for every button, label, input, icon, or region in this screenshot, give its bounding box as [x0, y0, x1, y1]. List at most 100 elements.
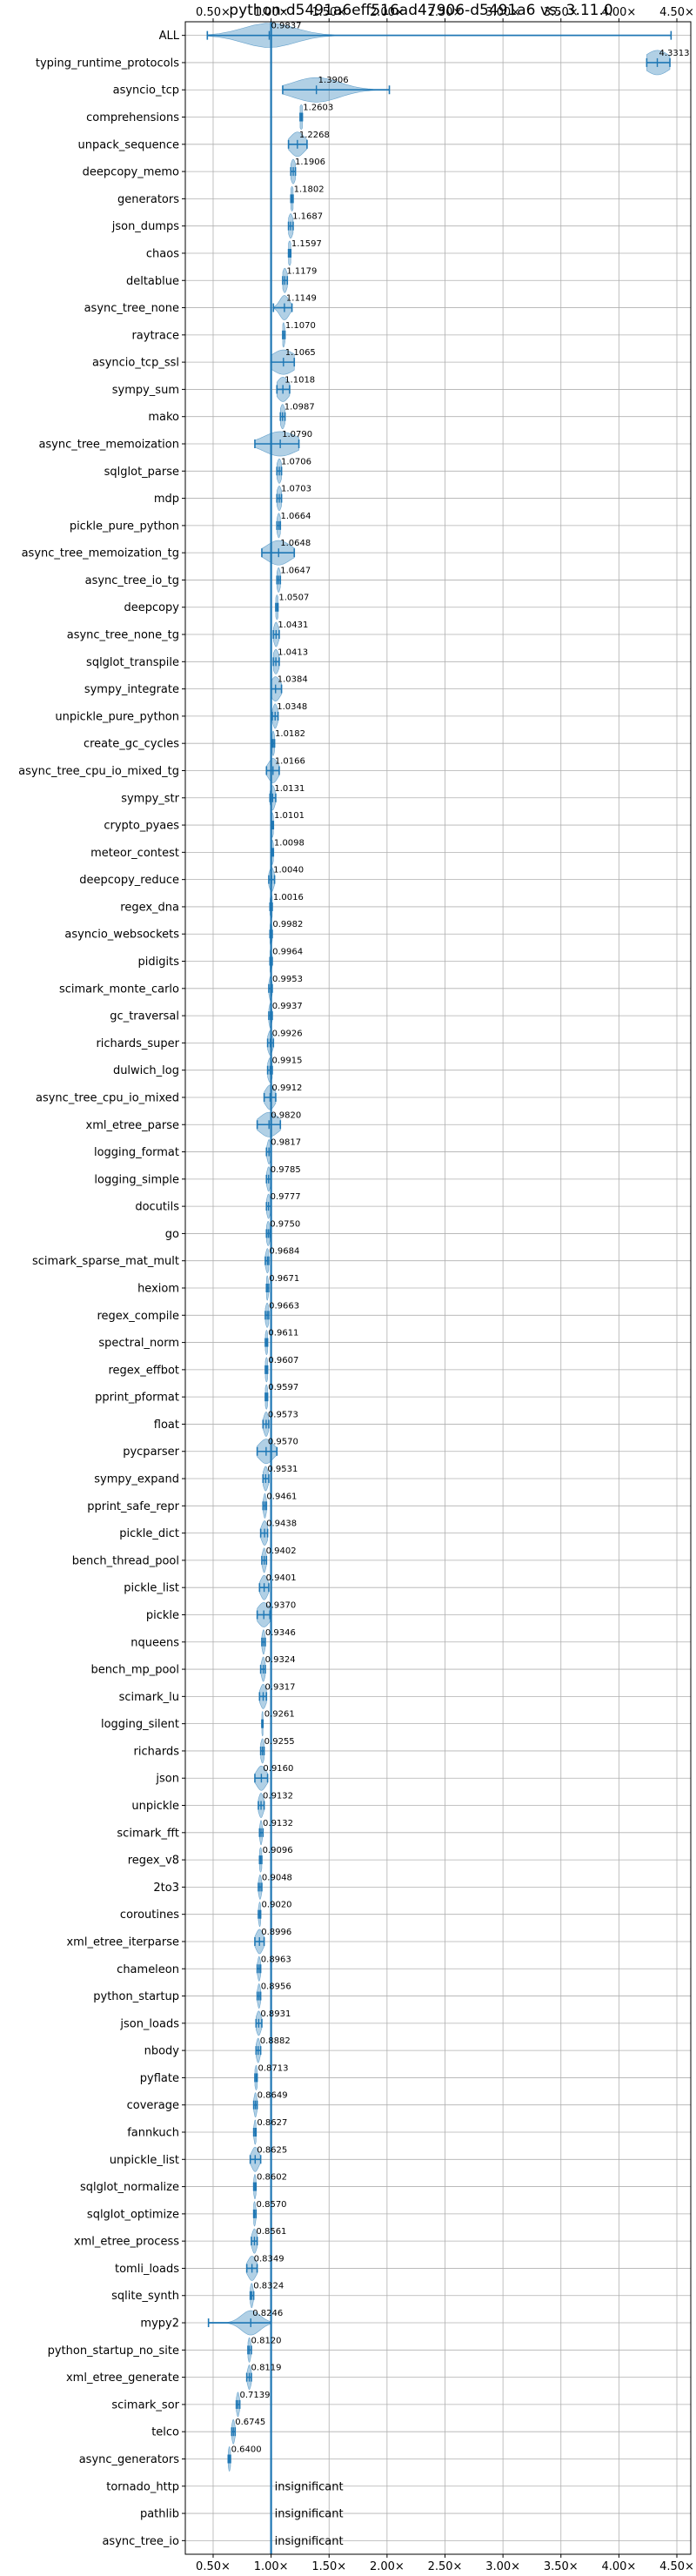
row-label: regex_effbot [108, 1364, 179, 1377]
row-label: gc_traversal [110, 1010, 179, 1023]
value-label: 0.9438 [266, 1519, 297, 1529]
row-label: scimark_sparse_mat_mult [32, 1255, 179, 1268]
row-label: sympy_sum [112, 384, 179, 397]
row-label: fannkuch [127, 2127, 179, 2140]
row-label: xml_etree_iterparse [66, 1935, 179, 1949]
row-label: meteor_contest [90, 847, 179, 860]
x-tick-label-top: 4.50× [659, 6, 694, 19]
row-label: scimark_monte_carlo [59, 983, 179, 996]
row-label: logging_silent [101, 1718, 179, 1731]
value-label: 0.9317 [265, 1682, 296, 1692]
value-label: 0.8561 [256, 2227, 286, 2237]
row-label: sqlglot_transpile [86, 656, 179, 669]
row-label: asyncio_tcp [113, 84, 179, 97]
value-label: 1.0413 [278, 647, 308, 657]
value-label: 1.1018 [284, 375, 315, 385]
row-label: xml_etree_parse [86, 1119, 179, 1132]
value-label: 0.9684 [269, 1247, 299, 1257]
row-label: nbody [144, 2045, 180, 2058]
value-label: 1.0040 [273, 866, 304, 875]
x-tick-label-top: 4.00× [601, 6, 636, 19]
row-label: bench_mp_pool [90, 1664, 179, 1677]
value-label: 0.9402 [266, 1546, 297, 1556]
row-label: pathlib [140, 2508, 179, 2521]
row-label: unpickle_list [110, 2154, 179, 2167]
x-tick-label-bottom: 1.00× [254, 2560, 289, 2573]
value-label: 0.8120 [251, 2336, 282, 2345]
row-label: comprehensions [86, 111, 179, 124]
value-label: 1.1597 [291, 239, 322, 249]
value-label: 0.9964 [272, 948, 303, 957]
row-label: go [165, 1228, 179, 1241]
value-label: 0.9982 [272, 920, 303, 929]
value-label: 0.8882 [260, 2036, 291, 2046]
value-label: 0.9573 [268, 1410, 298, 1419]
value-label: 1.0706 [281, 457, 311, 466]
x-tick-label-top: 0.50× [196, 6, 231, 19]
row-label: xml_etree_generate [66, 2371, 179, 2385]
value-label: 0.9048 [262, 1873, 292, 1882]
violin-layer [206, 23, 673, 2472]
value-label: 0.7139 [239, 2391, 270, 2400]
value-label: 0.6745 [235, 2418, 265, 2427]
value-label: 0.8963 [261, 1955, 291, 1964]
x-tick-label-top: 2.00× [370, 6, 405, 19]
row-label: pickle_pure_python [70, 520, 179, 533]
row-label: asyncio_websockets [64, 929, 179, 942]
value-label: 1.0098 [274, 838, 304, 848]
value-label: 0.9611 [268, 1329, 298, 1338]
row-label: logging_simple [94, 1173, 179, 1186]
row-label: mako [148, 411, 179, 424]
value-label: 0.9401 [266, 1573, 297, 1583]
row-label: json_loads [119, 2017, 179, 2030]
value-label: 1.0384 [278, 675, 308, 685]
row-label: pycparser [123, 1446, 179, 1459]
value-label: 0.9324 [265, 1655, 296, 1665]
row-label: sqlite_synth [111, 2290, 179, 2303]
row-label: hexiom [137, 1283, 179, 1296]
row-label: 2to3 [153, 1882, 179, 1895]
x-tick-label-top: 1.50× [311, 6, 346, 19]
row-label: ALL [159, 30, 180, 43]
value-label: 0.9915 [271, 1057, 302, 1066]
row-label: scimark_sor [111, 2398, 179, 2412]
row-label: deepcopy_memo [83, 166, 179, 179]
value-label: 0.8246 [252, 2309, 283, 2318]
row-label: coverage [127, 2099, 179, 2112]
value-label: 1.1070 [285, 321, 316, 331]
value-label: 0.9817 [271, 1138, 301, 1148]
row-label: async_tree_io [102, 2535, 179, 2548]
value-label: 1.0987 [284, 403, 315, 413]
value-label: 0.9926 [272, 1029, 303, 1038]
value-label: 1.0016 [273, 893, 304, 902]
row-label: async_tree_none_tg [67, 629, 179, 642]
row-label: logging_format [94, 1146, 179, 1159]
value-label: 1.0348 [277, 702, 307, 712]
value-label: 1.1906 [295, 158, 325, 167]
value-label: 0.9255 [264, 1737, 295, 1747]
value-label: 1.1065 [285, 348, 316, 358]
row-label: bench_thread_pool [72, 1554, 179, 1567]
value-label: 0.9912 [271, 1083, 302, 1093]
row-label: sqlglot_parse [104, 466, 179, 479]
x-tick-label-bottom: 4.00× [601, 2560, 636, 2573]
row-label: async_tree_memoization_tg [22, 547, 179, 560]
row-label: sqlglot_normalize [80, 2181, 179, 2194]
value-label: 0.9160 [263, 1764, 293, 1774]
value-label: 0.9820 [271, 1110, 301, 1120]
value-label: 0.9671 [269, 1274, 299, 1284]
row-label: chameleon [117, 1963, 179, 1976]
value-label: 1.2268 [299, 131, 330, 140]
row-label: typing_runtime_protocols [36, 57, 179, 70]
x-tick-label-top: 1.00× [254, 6, 289, 19]
x-tick-label-top: 3.50× [544, 6, 579, 19]
row-label: deltablue [126, 275, 179, 288]
x-tick-label-bottom: 1.50× [311, 2560, 346, 2573]
row-label: telco [151, 2426, 179, 2439]
row-label: pyflate [140, 2072, 179, 2085]
row-label: async_tree_memoization [38, 439, 179, 452]
value-label: 0.9777 [271, 1192, 301, 1202]
x-tick-label-bottom: 3.00× [485, 2560, 520, 2573]
row-label: pickle [146, 1609, 179, 1622]
value-label: 0.9953 [272, 975, 303, 984]
